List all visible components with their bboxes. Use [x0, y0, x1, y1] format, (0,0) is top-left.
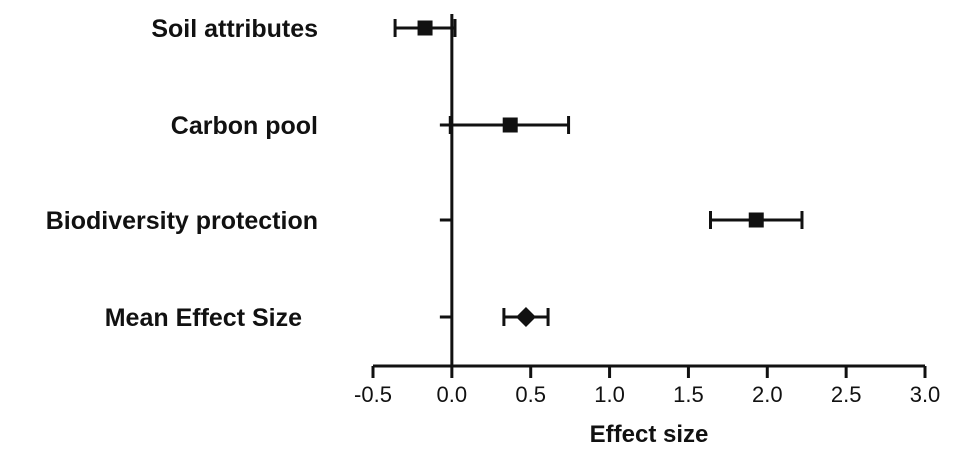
category-label: Mean Effect Size [105, 304, 302, 332]
estimate-marker-square [748, 212, 764, 228]
x-axis-title: Effect size [590, 421, 709, 448]
x-axis: -0.5 0.0 0.5 1.0 1.5 2.0 2.5 3.0 [354, 364, 941, 407]
category-labels: Soil attributes Carbon pool Biodiversity p… [46, 15, 318, 332]
plot-area [393, 14, 804, 366]
x-tick-label: 3.0 [910, 382, 941, 407]
x-tick-label: 2.0 [752, 382, 783, 407]
x-tick-label: 2.5 [831, 382, 862, 407]
estimate-marker-diamond [515, 307, 536, 327]
category-label: Carbon pool [171, 112, 318, 140]
x-tick-label: 1.5 [673, 382, 704, 407]
category-label: Soil attributes [151, 15, 318, 43]
x-tick-label: -0.5 [354, 382, 392, 407]
category-label: Biodiversity protection [46, 207, 318, 235]
x-tick-label: 0.0 [437, 382, 468, 407]
estimate-marker-square [502, 117, 518, 133]
x-tick-label: 0.5 [515, 382, 546, 407]
estimate-marker-square [417, 20, 433, 36]
x-tick-label: 1.0 [594, 382, 625, 407]
